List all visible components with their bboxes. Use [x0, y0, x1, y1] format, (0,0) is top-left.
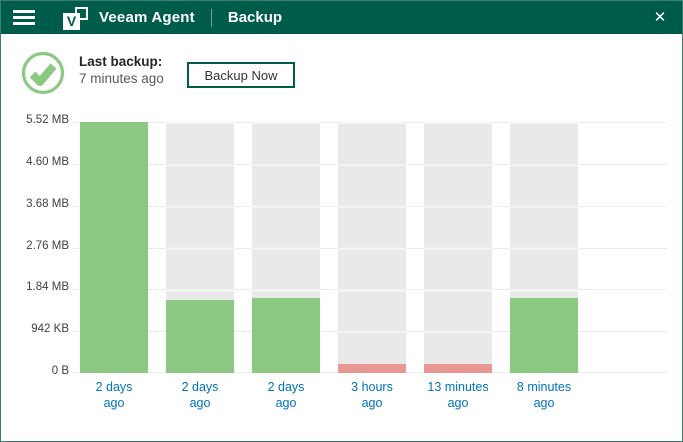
title-divider — [210, 8, 212, 27]
backup-history-chart — [73, 122, 667, 373]
backup-session-bar[interactable] — [252, 122, 320, 373]
hamburger-menu-icon — [13, 22, 35, 25]
page-title: Backup — [227, 9, 283, 26]
bar-fill — [510, 298, 578, 373]
session-label[interactable]: 2 days ago — [95, 380, 133, 410]
bar-fill — [80, 122, 148, 373]
y-tick: 942 KB — [31, 323, 69, 336]
backup-session-bar[interactable] — [166, 122, 234, 373]
y-tick: 0 B — [51, 365, 69, 377]
bar-fill — [252, 298, 320, 373]
backup-session-bar[interactable] — [80, 122, 148, 373]
y-tick: 2.76 MB — [26, 239, 69, 252]
app-title: Veeam Agent — [99, 9, 195, 26]
bar-fill — [166, 299, 234, 373]
y-tick: 5.52 MB — [26, 114, 69, 126]
y-axis-tick-labels: 5.52 MB 4.60 MB 3.68 MB 2.76 MB 1.84 MB … — [1, 114, 69, 377]
backup-session-bar[interactable] — [424, 122, 492, 373]
x-axis-labels: 2 days ago 2 days ago 2 days ago 3 hours… — [73, 379, 667, 415]
backup-session-bar[interactable] — [338, 122, 406, 373]
success-check-icon — [21, 51, 65, 95]
hamburger-menu-icon — [13, 16, 35, 19]
y-tick: 3.68 MB — [26, 197, 69, 210]
session-label[interactable]: 8 minutes ago — [516, 380, 572, 410]
close-button[interactable]: ✕ — [638, 1, 682, 34]
y-tick: 1.84 MB — [26, 281, 69, 294]
last-backup-label: Last backup: — [79, 54, 163, 69]
backup-session-bar[interactable] — [510, 122, 578, 373]
session-label[interactable]: 3 hours ago — [351, 380, 393, 410]
bar-fill — [338, 363, 406, 373]
close-icon: ✕ — [653, 9, 667, 26]
menu-button[interactable] — [1, 1, 47, 34]
backup-now-button[interactable]: Backup Now — [187, 62, 295, 88]
session-label[interactable]: 13 minutes ago — [427, 380, 489, 410]
y-tick: 4.60 MB — [26, 155, 69, 168]
session-label[interactable]: 2 days ago — [181, 380, 219, 410]
title-bar: V Veeam Agent Backup ✕ — [1, 1, 682, 34]
session-label[interactable]: 2 days ago — [267, 380, 305, 410]
veeam-logo-icon: V — [63, 6, 89, 30]
last-backup-value: 7 minutes ago — [79, 71, 164, 86]
hamburger-menu-icon — [13, 10, 35, 13]
bar-fill — [424, 363, 492, 373]
